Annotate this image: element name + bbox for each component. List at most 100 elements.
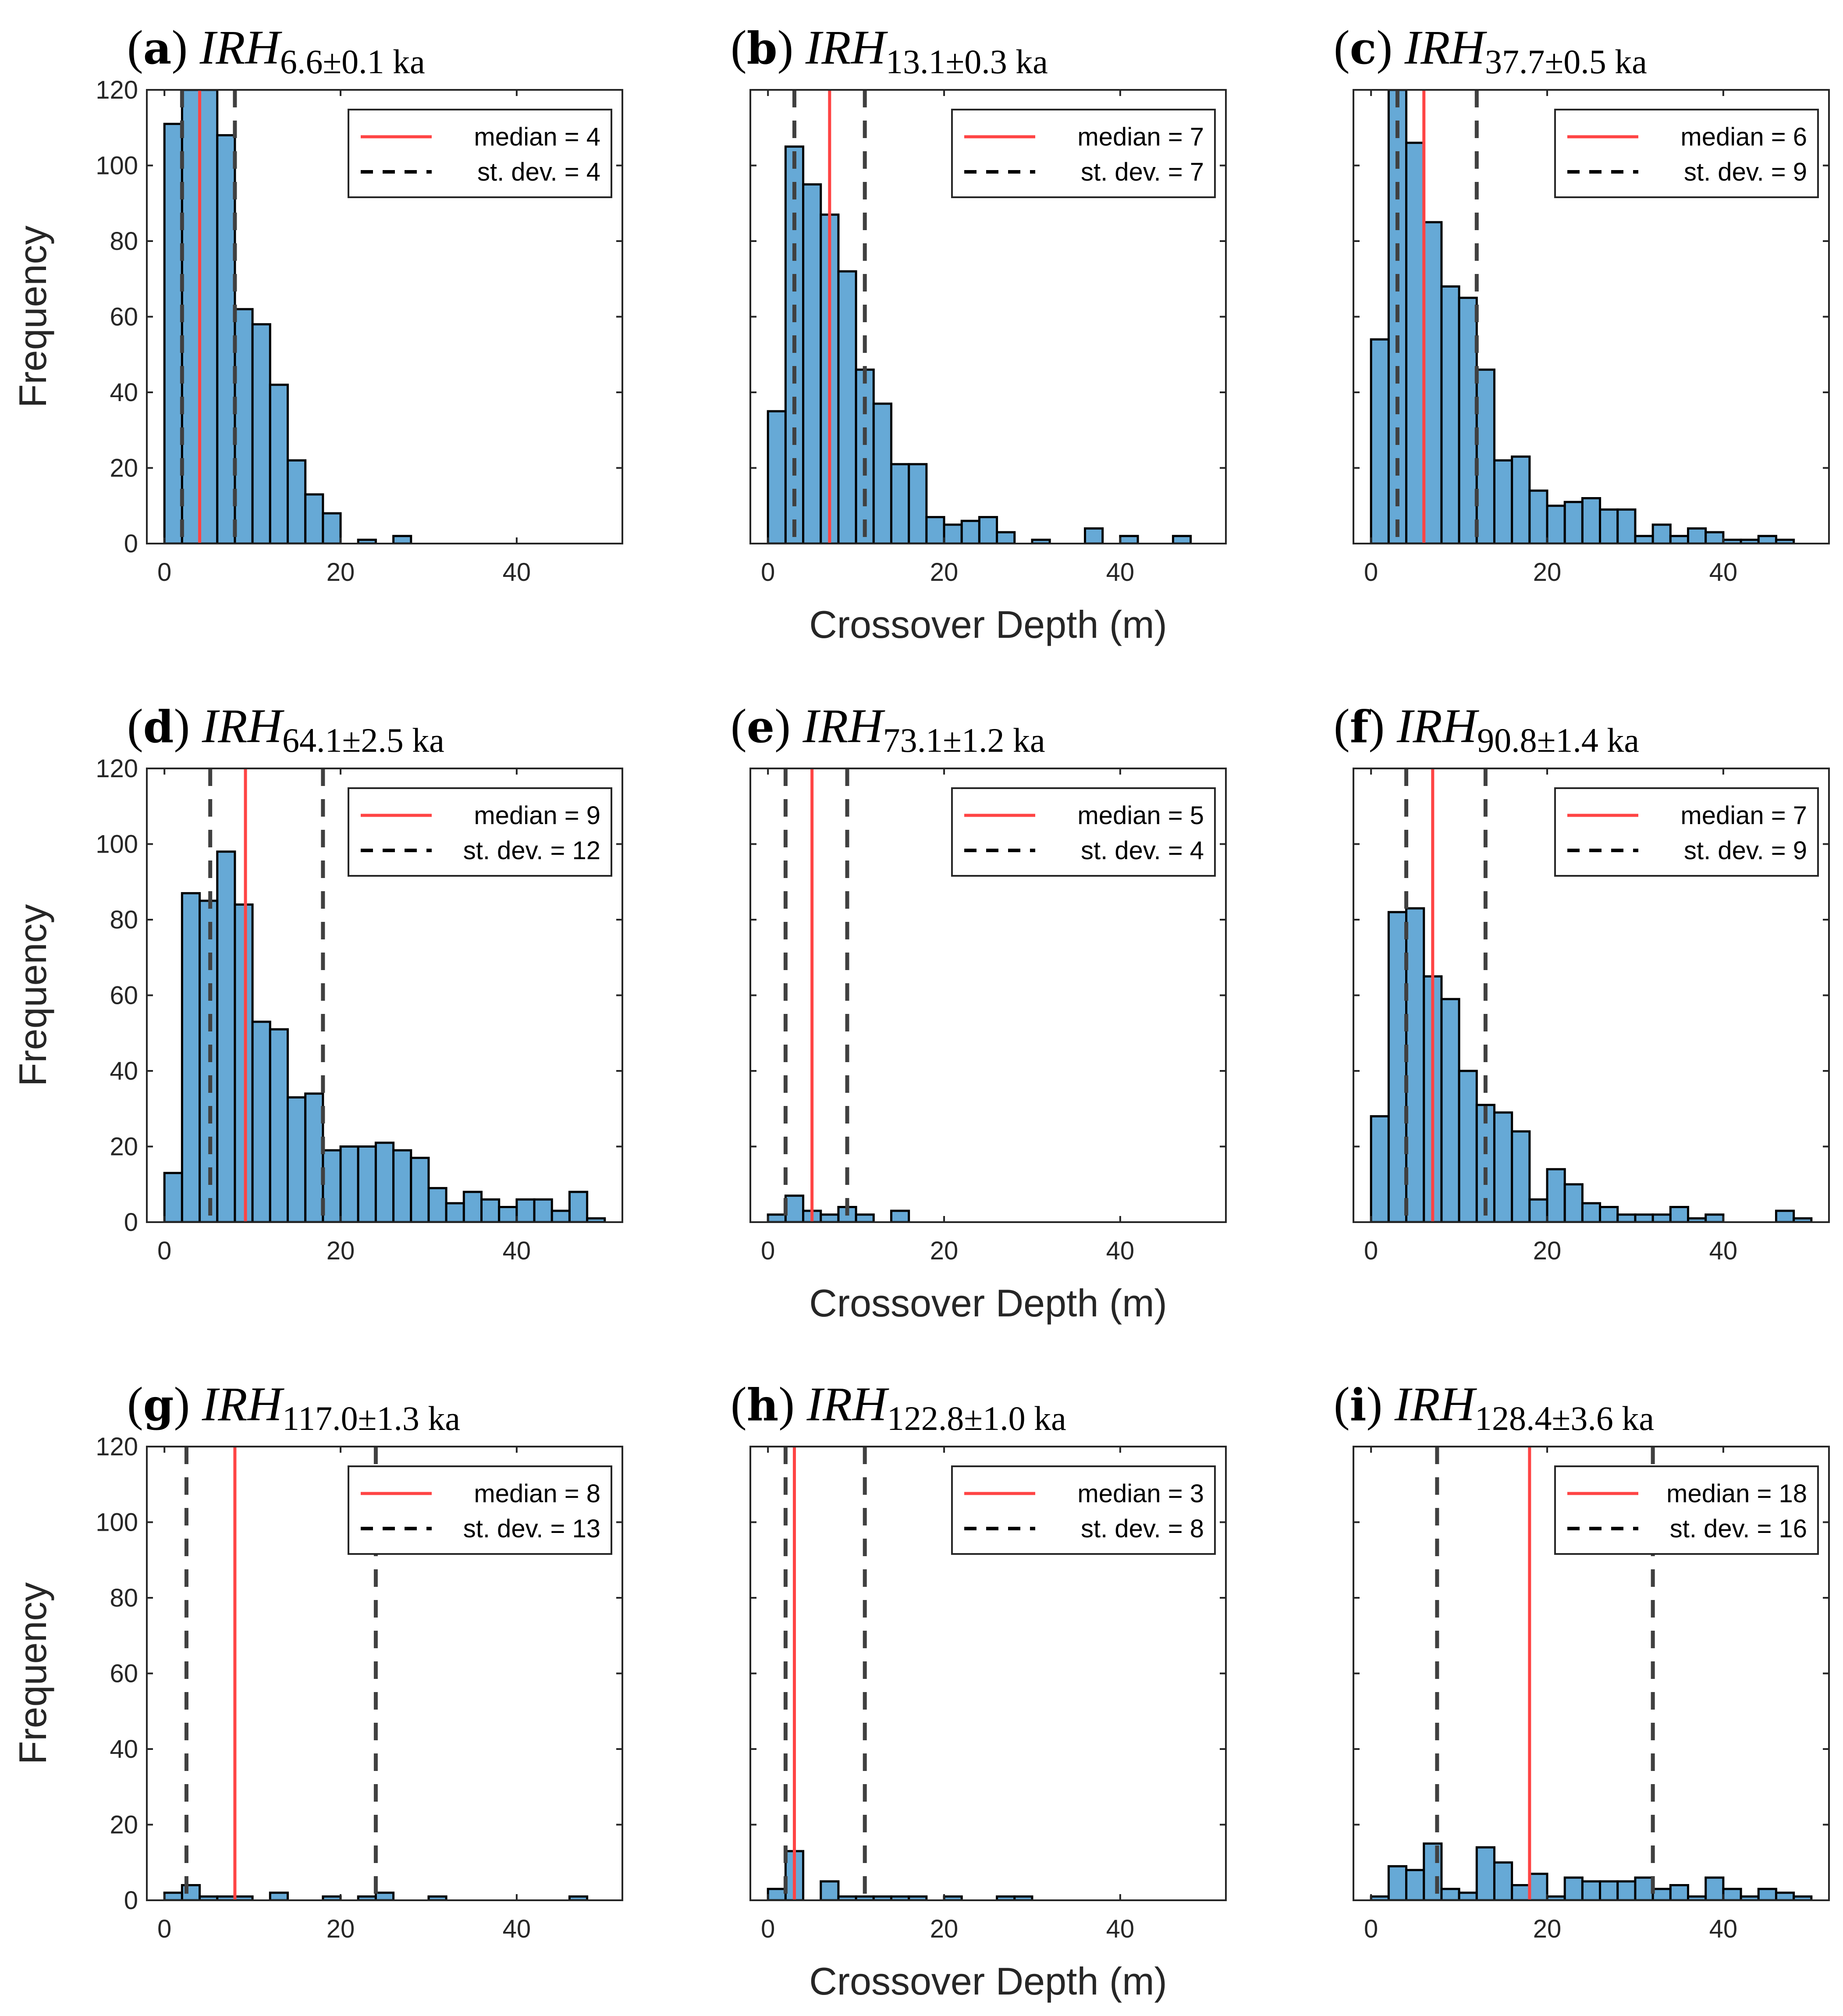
histogram-bar <box>978 516 998 544</box>
histogram-bar <box>1031 538 1051 544</box>
legend: median = 4 st. dev. = 4 <box>348 109 612 198</box>
legend: median = 3 st. dev. = 8 <box>951 1465 1216 1555</box>
panel-g: (g) IRH117.0±1.3 ka 0 20 40 0 20 40 60 80 100 120 F… <box>11 1377 623 1943</box>
panel-f: (f) IRH90.8±1.4 ka 0 20 40 median = 7 st. dev… <box>1334 699 1830 1265</box>
histogram-bar <box>339 1145 359 1222</box>
legend-median-label: median = 9 <box>474 801 600 830</box>
x-tick-label: 20 <box>327 1915 355 1943</box>
y-tick-label: 80 <box>110 227 138 256</box>
title-paren-close: ) <box>1369 699 1397 753</box>
histogram-bar <box>943 523 963 544</box>
panel-title: (d) IRH64.1±2.5 ka <box>127 699 444 759</box>
histogram-bar <box>1119 535 1139 544</box>
title-paren-close: ) <box>1377 21 1405 74</box>
histogram-bar <box>1793 1217 1813 1222</box>
histogram-bar <box>1475 1846 1495 1900</box>
histogram-bar <box>1528 489 1548 544</box>
histogram-bar <box>1651 523 1672 544</box>
histogram-bar <box>445 1202 465 1222</box>
title-subscript: 122.8±1.0 ka <box>887 1399 1066 1437</box>
histogram-bar <box>890 1209 910 1222</box>
histogram-bar <box>427 1187 447 1222</box>
x-tick-label: 20 <box>327 558 355 587</box>
histogram-bar <box>908 463 928 544</box>
legend-box <box>348 787 612 877</box>
title-letter: c <box>1350 22 1377 74</box>
x-tick-label: 0 <box>1364 1915 1378 1943</box>
x-tick-label: 40 <box>1106 1237 1135 1265</box>
title-paren-close: ) <box>174 1377 202 1431</box>
legend: median = 7 st. dev. = 7 <box>951 109 1216 198</box>
x-tick-label: 20 <box>1533 558 1562 587</box>
x-tick-label: 40 <box>1106 558 1135 587</box>
y-tick-label: 20 <box>110 1811 138 1839</box>
panel-b: (b) IRH13.1±0.3 ka 0 20 40 Crossover Depth (… <box>731 21 1227 646</box>
y-tick-label: 40 <box>110 378 138 407</box>
x-tick-label: 0 <box>1364 1237 1378 1265</box>
title-paren-close: ) <box>774 699 803 753</box>
histogram-bar <box>872 402 892 544</box>
bars-group <box>767 145 1192 544</box>
histogram-bar <box>498 1206 518 1222</box>
title-paren-close: ) <box>1367 1377 1395 1431</box>
title-subscript: 128.4±3.6 ka <box>1475 1399 1654 1437</box>
histogram-bar <box>1440 998 1460 1222</box>
legend-stdev-label: st. dev. = 8 <box>1081 1515 1204 1543</box>
legend-box <box>348 1465 612 1555</box>
histogram-bar <box>163 1892 183 1900</box>
title-subscript: 37.7±0.5 ka <box>1485 43 1647 81</box>
histogram-bar <box>837 270 857 544</box>
title-letter: e <box>747 701 775 753</box>
bars-group <box>163 90 412 544</box>
y-tick-label: 60 <box>110 981 138 1010</box>
legend-box <box>1554 787 1819 877</box>
panel-title: (e) IRH73.1±1.2 ka <box>731 699 1045 759</box>
title-paren-open: ( <box>127 699 143 753</box>
histogram-bar <box>1528 1873 1548 1900</box>
title-letter: b <box>747 22 778 74</box>
histogram-bar <box>1775 1209 1795 1222</box>
x-tick-label: 0 <box>157 558 171 587</box>
histogram-bar <box>1757 535 1777 544</box>
histogram-bar <box>1370 1115 1390 1222</box>
x-tick-label: 0 <box>761 558 775 587</box>
histogram-bar <box>1616 1880 1637 1900</box>
histogram-bar <box>1493 1861 1513 1900</box>
y-tick-label: 0 <box>124 1886 138 1915</box>
panel-c: (c) IRH37.7±0.5 ka 0 20 40 median = 6 st. dev… <box>1334 21 1830 587</box>
title-paren-open: ( <box>127 21 143 74</box>
title-paren-open: ( <box>1334 699 1350 753</box>
histogram-bar <box>286 459 307 544</box>
histogram-bar <box>199 90 219 544</box>
x-tick-label: 0 <box>1364 558 1378 587</box>
histogram-bar <box>1581 1202 1602 1222</box>
histogram-bar <box>1634 535 1654 544</box>
histogram-bar <box>1775 538 1795 544</box>
histogram-bar <box>925 516 945 544</box>
histogram-bar <box>1458 1070 1478 1222</box>
histogram-bar <box>304 1092 324 1222</box>
histogram-bar <box>1599 1206 1619 1222</box>
histogram-bar <box>181 90 201 544</box>
panel-title: (b) IRH13.1±0.3 ka <box>731 21 1048 81</box>
histogram-bar <box>1705 1213 1725 1222</box>
histogram-bar <box>410 1156 430 1222</box>
histogram-bar <box>1440 1888 1460 1900</box>
title-main: IRH <box>202 699 285 753</box>
legend-stdev-label: st. dev. = 4 <box>477 158 600 186</box>
title-paren-open: ( <box>127 1377 143 1431</box>
title-paren-open: ( <box>731 699 747 753</box>
histogram-bar <box>357 1145 377 1222</box>
histogram-bar <box>784 1195 805 1222</box>
legend: median = 18 st. dev. = 16 <box>1554 1465 1819 1555</box>
x-tick-label: 20 <box>930 1915 959 1943</box>
panel-title: (i) IRH128.4±3.6 ka <box>1334 1377 1654 1437</box>
panel-title: (g) IRH117.0±1.3 ka <box>127 1377 460 1437</box>
legend: median = 8 st. dev. = 13 <box>348 1465 612 1555</box>
title-paren-close: ) <box>171 21 199 74</box>
legend-stdev-label: st. dev. = 9 <box>1684 158 1807 186</box>
histogram-bar <box>1493 459 1513 544</box>
histogram-bar <box>1599 1880 1619 1900</box>
title-paren-open: ( <box>731 1377 747 1431</box>
y-tick-label: 80 <box>110 1584 138 1612</box>
